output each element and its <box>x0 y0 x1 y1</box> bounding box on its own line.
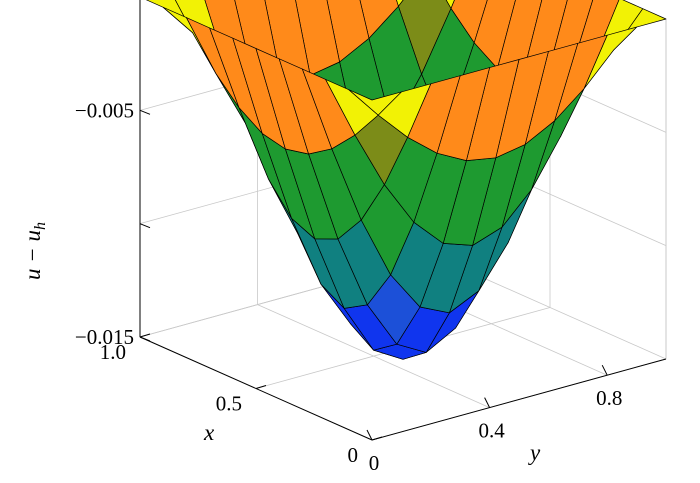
x-tick <box>371 436 383 441</box>
surface-layer <box>145 0 667 360</box>
z-axis-label-main: u − u <box>20 230 45 280</box>
z-tick-label: −0.005 <box>75 98 134 122</box>
svg-text:u − uh: u − uh <box>20 222 49 280</box>
x-axis-label: x <box>203 420 215 445</box>
x-tick <box>139 333 151 338</box>
axis-layer <box>139 0 667 441</box>
y-tick-label: 0.4 <box>478 419 505 443</box>
y-tick-label: 0.8 <box>596 386 622 410</box>
z-tick <box>139 109 151 115</box>
surface-facet <box>445 0 455 9</box>
x-tick-label: 1.0 <box>100 340 126 364</box>
y-axis-label: y <box>528 440 541 465</box>
y-tick <box>484 397 491 408</box>
floor-grid-y-line <box>257 304 490 408</box>
y-tick-label: 0 <box>369 451 380 475</box>
z-tick <box>139 223 151 229</box>
y-tick <box>601 364 608 376</box>
label-layer: x y u − uh 0 0.5 1.0 0 0.4 0.8 −0.015 −0.005 <box>20 98 622 475</box>
surface-facet <box>348 89 402 116</box>
z-axis-label: u − uh <box>20 222 49 280</box>
x-tick <box>255 385 267 389</box>
y-tick <box>366 429 373 441</box>
z-tick-label: −0.015 <box>75 325 134 349</box>
x-tick-label: 0 <box>348 443 359 467</box>
y-axis-line <box>371 358 667 441</box>
x-tick-label: 0.5 <box>216 392 242 416</box>
z-axis-label-subscript: h <box>32 222 49 230</box>
z-tick <box>139 336 151 342</box>
